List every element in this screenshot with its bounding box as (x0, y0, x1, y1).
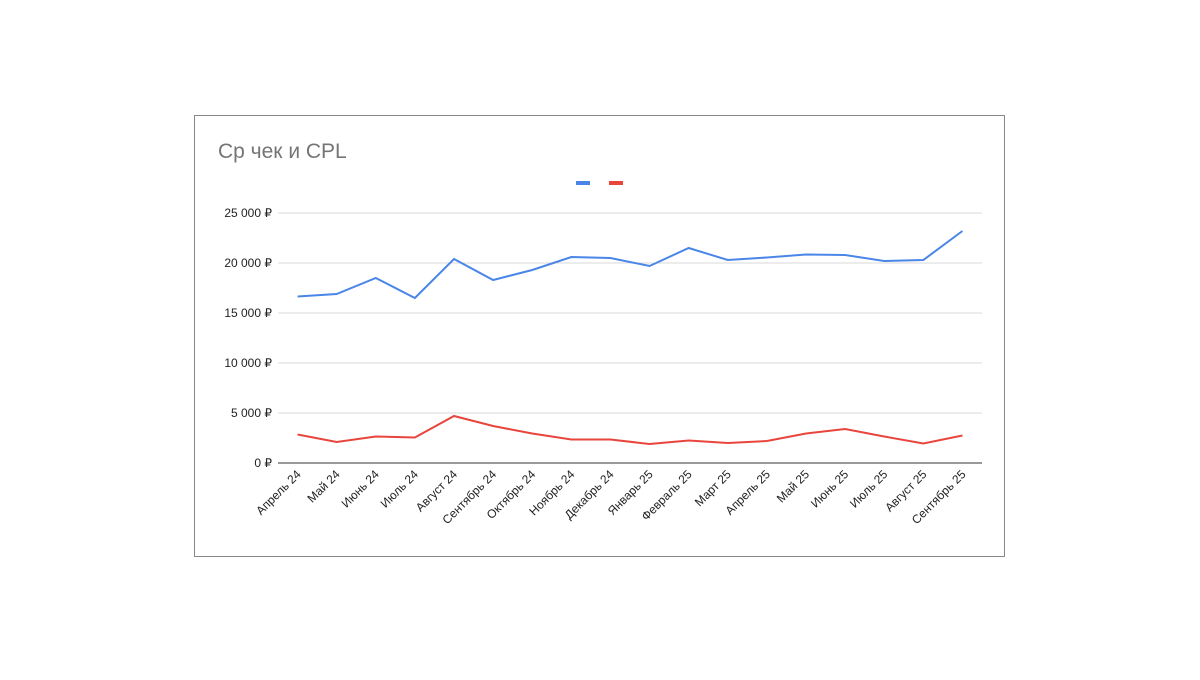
series-line (297, 230, 964, 300)
chart-title: Ср чек и CPL (218, 140, 347, 163)
y-tick-label: 20 000 ₽ (224, 256, 272, 270)
series-line (297, 414, 963, 446)
y-tick-label: 15 000 ₽ (224, 306, 272, 320)
chart-frame (194, 115, 1005, 557)
y-tick-label: 0 ₽ (254, 456, 272, 470)
y-tick-label: 10 000 ₽ (224, 356, 272, 370)
y-tick-label: 25 000 ₽ (224, 206, 272, 220)
y-tick-label: 5 000 ₽ (231, 406, 272, 420)
